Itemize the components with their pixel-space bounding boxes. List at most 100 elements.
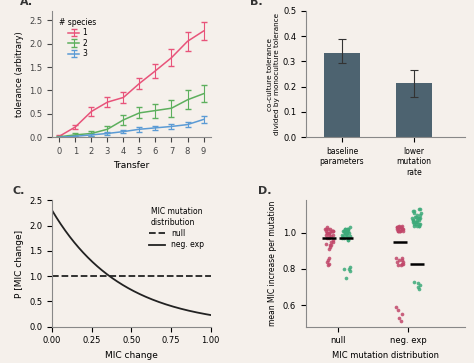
- Point: [329, 228, 337, 234]
- Point: [417, 210, 424, 216]
- Point: [396, 228, 403, 234]
- Point: [340, 228, 348, 234]
- Point: [413, 212, 420, 218]
- Point: [410, 217, 417, 223]
- Y-axis label: mean MIC increase per mutation: mean MIC increase per mutation: [268, 201, 277, 326]
- Point: [339, 228, 347, 234]
- Point: [395, 225, 403, 231]
- Point: [415, 223, 423, 229]
- Point: [344, 227, 351, 232]
- Point: [410, 208, 418, 214]
- Point: [394, 225, 402, 231]
- Point: [343, 230, 350, 236]
- Point: [409, 216, 416, 221]
- Point: [341, 235, 348, 241]
- Point: [321, 227, 329, 232]
- Point: [322, 227, 329, 232]
- Point: [344, 227, 352, 232]
- Y-axis label: P [MIC change]: P [MIC change]: [15, 229, 24, 298]
- Point: [342, 230, 349, 236]
- Point: [343, 230, 350, 236]
- X-axis label: MIC mutation distribution: MIC mutation distribution: [332, 351, 439, 360]
- Point: [393, 259, 401, 265]
- Point: [346, 268, 354, 274]
- Point: [399, 228, 407, 234]
- Point: [329, 228, 337, 234]
- Point: [400, 261, 407, 266]
- Point: [395, 225, 403, 231]
- Point: [416, 212, 424, 218]
- Text: C.: C.: [12, 186, 25, 196]
- Point: [344, 228, 351, 234]
- Point: [410, 219, 417, 225]
- Point: [416, 216, 423, 221]
- Point: [413, 217, 421, 223]
- Point: [341, 230, 349, 236]
- Point: [398, 227, 406, 232]
- Point: [410, 219, 418, 225]
- Point: [325, 230, 332, 236]
- Point: [397, 318, 404, 324]
- Point: [413, 219, 421, 225]
- Point: [345, 228, 352, 234]
- Point: [326, 242, 334, 248]
- Point: [346, 225, 353, 231]
- Point: [329, 232, 337, 237]
- Point: [398, 261, 406, 266]
- Point: [417, 221, 424, 227]
- Point: [393, 227, 401, 232]
- X-axis label: MIC change: MIC change: [105, 351, 158, 360]
- Point: [399, 259, 407, 265]
- Point: [414, 284, 422, 290]
- Point: [325, 235, 333, 241]
- Point: [393, 225, 401, 231]
- Point: [411, 214, 419, 220]
- Point: [323, 259, 330, 265]
- Point: [339, 233, 346, 239]
- Point: [341, 227, 348, 232]
- Point: [416, 216, 423, 221]
- Point: [415, 281, 422, 286]
- Point: [326, 244, 333, 250]
- Point: [412, 221, 420, 227]
- Point: [326, 227, 333, 232]
- Point: [397, 225, 405, 231]
- Text: A.: A.: [20, 0, 34, 7]
- Point: [415, 223, 423, 229]
- Point: [392, 255, 400, 261]
- Point: [322, 241, 330, 246]
- Point: [410, 210, 418, 216]
- Point: [412, 219, 419, 225]
- Text: D.: D.: [258, 186, 272, 196]
- Point: [323, 225, 331, 231]
- X-axis label: Transfer: Transfer: [113, 162, 150, 171]
- Point: [325, 230, 333, 236]
- Point: [324, 257, 332, 263]
- Point: [345, 230, 353, 236]
- Point: [340, 266, 347, 272]
- Point: [394, 228, 402, 234]
- Point: [346, 264, 354, 270]
- Bar: [324, 53, 360, 137]
- Point: [323, 235, 331, 241]
- Point: [325, 261, 333, 266]
- Point: [325, 232, 333, 237]
- Point: [415, 221, 422, 227]
- Y-axis label: co-culture tolerance
divided by monoculture tolerance: co-culture tolerance divided by monocult…: [267, 13, 280, 135]
- Point: [323, 230, 330, 236]
- Point: [327, 233, 335, 239]
- Point: [396, 228, 404, 234]
- Point: [399, 227, 406, 232]
- Point: [409, 217, 417, 223]
- Point: [327, 228, 335, 234]
- Point: [341, 227, 349, 232]
- Point: [410, 221, 418, 227]
- Point: [324, 262, 332, 268]
- Point: [325, 255, 333, 261]
- Point: [322, 228, 329, 234]
- Point: [338, 232, 346, 237]
- Point: [398, 227, 405, 232]
- Point: [412, 214, 420, 220]
- Point: [399, 257, 406, 263]
- Point: [346, 233, 354, 239]
